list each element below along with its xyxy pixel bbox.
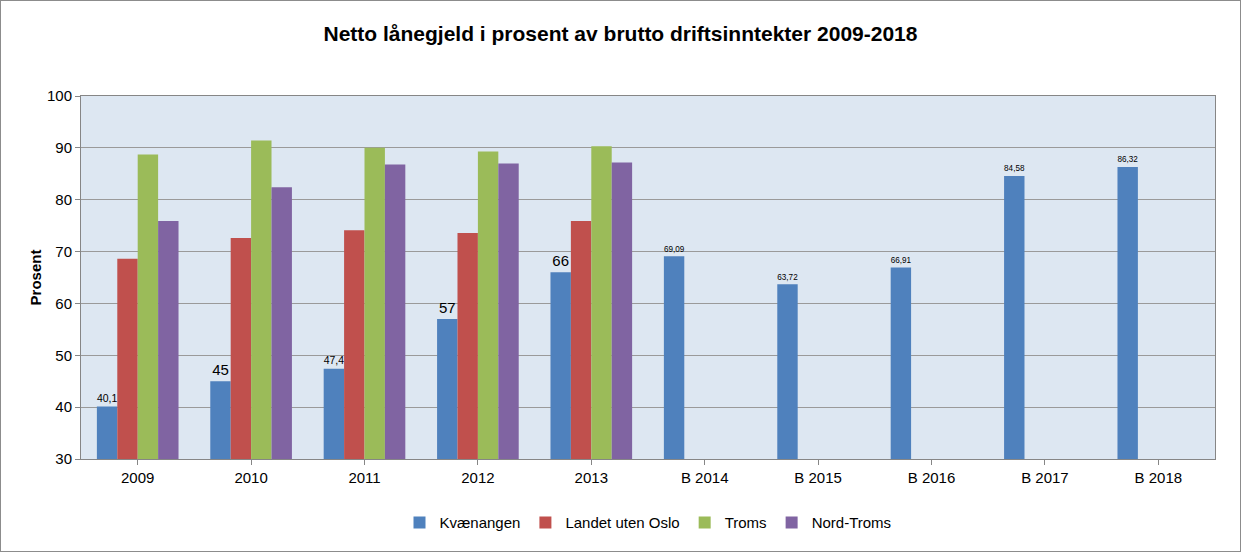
svg-text:40: 40	[55, 398, 72, 415]
svg-text:63,72: 63,72	[777, 273, 798, 282]
svg-text:2013: 2013	[575, 469, 608, 486]
svg-text:Nord-Troms: Nord-Troms	[812, 514, 891, 531]
svg-text:66,91: 66,91	[891, 256, 912, 265]
svg-text:45: 45	[212, 361, 229, 378]
svg-text:B 2014: B 2014	[681, 469, 729, 486]
svg-text:Troms: Troms	[725, 514, 767, 531]
svg-text:Kvænangen: Kvænangen	[440, 514, 521, 531]
svg-text:100: 100	[47, 87, 72, 104]
svg-text:84,58: 84,58	[1004, 164, 1025, 173]
svg-text:66: 66	[552, 252, 569, 269]
svg-text:Landet uten Oslo: Landet uten Oslo	[565, 514, 679, 531]
svg-text:60: 60	[55, 295, 72, 312]
svg-text:40,1: 40,1	[97, 393, 118, 404]
svg-text:57: 57	[439, 299, 456, 316]
svg-text:2010: 2010	[234, 469, 267, 486]
svg-text:30: 30	[55, 450, 72, 467]
svg-text:B 2018: B 2018	[1135, 469, 1183, 486]
svg-text:2009: 2009	[121, 469, 154, 486]
svg-text:Prosent: Prosent	[27, 250, 44, 306]
svg-text:2011: 2011	[348, 469, 380, 486]
svg-text:80: 80	[55, 191, 72, 208]
svg-text:B 2015: B 2015	[794, 469, 842, 486]
svg-text:B 2017: B 2017	[1021, 469, 1069, 486]
svg-text:Netto lånegjeld i prosent av b: Netto lånegjeld i prosent av brutto drif…	[324, 22, 918, 45]
svg-text:86,32: 86,32	[1117, 155, 1138, 164]
svg-text:2012: 2012	[461, 469, 494, 486]
svg-text:69,09: 69,09	[664, 245, 685, 254]
svg-text:90: 90	[55, 139, 72, 156]
svg-text:50: 50	[55, 347, 72, 364]
svg-text:70: 70	[55, 243, 72, 260]
svg-text:47,4: 47,4	[324, 355, 345, 366]
svg-text:B 2016: B 2016	[908, 469, 956, 486]
